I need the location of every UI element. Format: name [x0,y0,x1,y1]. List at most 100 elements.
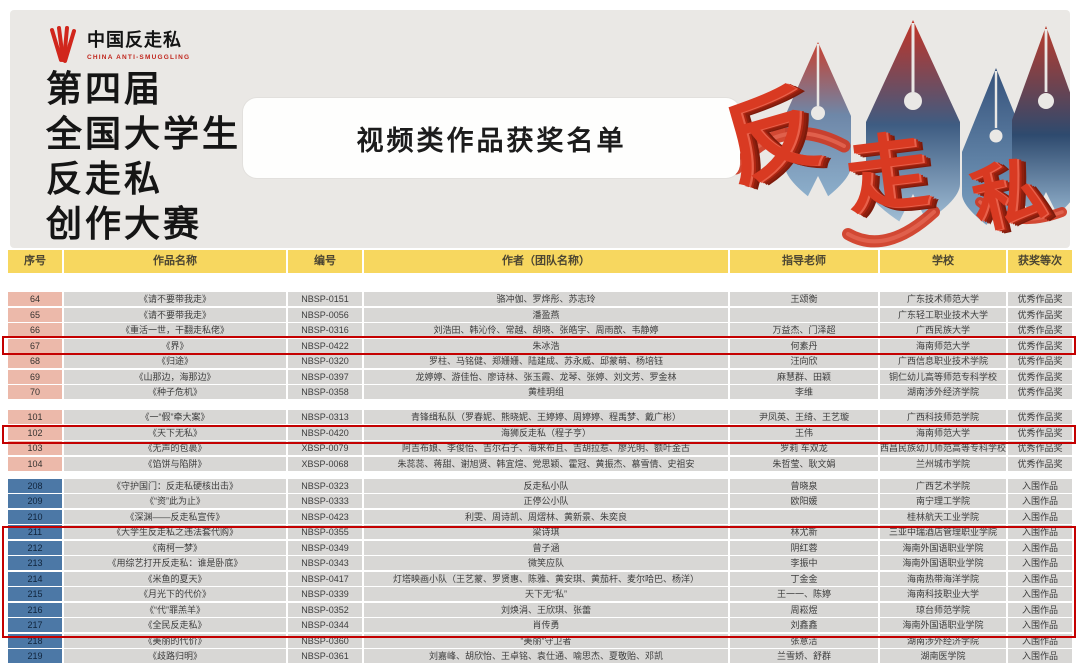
authors: 海狮反走私（程子亨） [364,425,728,440]
table-row: 214 《米鱼的夏天》 NBSP-0417 灯塔映画小队（王艺蒙、罗贤惠、陈雅、… [8,571,1072,586]
work-title: 《米鱼的夏天》 [64,571,286,586]
award-table: 序号 作品名称 编号 作者（团队名称） 指导老师 学校 获奖等次 64 《请不要… [8,250,1072,665]
work-code: NBSP-0056 [288,307,362,322]
advisor: 李维 [730,385,878,399]
work-title: 《天下无私》 [64,425,286,440]
award-level: 优秀作品奖 [1008,369,1072,384]
school: 琼台师范学院 [880,602,1006,617]
work-code: NBSP-0352 [288,602,362,617]
advisor: 欧阳媛 [730,494,878,508]
title-line-1: 第四届 [46,68,164,109]
advisor: 尹凤英、王绮、王艺璇 [730,410,878,424]
table-row: 219 《歧路归明》 NBSP-0361 刘嘉峰、胡欣怡、王卓铭、袁仕通、喻思杰… [8,649,1072,663]
ribbon-swoosh [729,126,1067,248]
award-level: 入围作品 [1008,540,1072,555]
work-code: NBSP-0316 [288,323,362,337]
table-group-excellent-1: 64 《请不要带我走》 NBSP-0151 骆冲伽、罗烨彤、苏志玲 王颂衡 广东… [8,292,1072,399]
work-code: NBSP-0355 [288,525,362,539]
table-row: 102 《天下无私》 NBSP-0420 海狮反走私（程子亨） 王伟 海南师范大… [8,425,1072,440]
authors: 刘浩田、韩沁伶、常越、胡晓、张皓宇、周雨歆、韦静婷 [364,323,728,337]
school: 广西民族大学 [880,323,1006,337]
title-line-3: 反走私 [46,158,164,199]
award-level: 优秀作品奖 [1008,441,1072,455]
authors: 潘盈燕 [364,307,728,322]
school: 海南热带海洋学院 [880,571,1006,586]
school: 海南科技职业大学 [880,587,1006,601]
advisor: 林尤新 [730,525,878,539]
authors: 阿吉布娘、李俊怡、吉尔石子、海来布且、吉胡拉惹、廖光明、额叶金古 [364,441,728,455]
advisor: 李振中 [730,556,878,570]
authors: 刘嘉峰、胡欣怡、王卓铭、袁仕通、喻思杰、夏敬贻、邓凯 [364,649,728,663]
row-number: 213 [8,556,62,570]
table-row: 218 《美丽的代价》 NBSP-0360 “美丽”守卫者 张意洁 湖南涉外经济… [8,633,1072,648]
school: 湖南医学院 [880,649,1006,663]
award-level: 优秀作品奖 [1008,456,1072,471]
work-title: 《请不要带我走》 [64,307,286,322]
authors: 曾子涵 [364,540,728,555]
advisor: 王伟 [730,425,878,440]
row-number: 216 [8,602,62,617]
work-code: NBSP-0360 [288,633,362,648]
advisor: 罗莉 车双龙 [730,441,878,455]
list-title-banner: 视频类作品获奖名单 [243,98,740,178]
advisor: 朱哲莹、耿文娟 [730,456,878,471]
award-level: 优秀作品奖 [1008,323,1072,337]
advisor: 万益杰、门泽超 [730,323,878,337]
work-title: 《界》 [64,338,286,353]
work-title: 《“资”此为止》 [64,494,286,508]
work-title: 《歧路归明》 [64,649,286,663]
work-code: NBSP-0333 [288,494,362,508]
work-title: 《馅饼与陷阱》 [64,456,286,471]
school: 南宁理工学院 [880,494,1006,508]
award-level: 优秀作品奖 [1008,385,1072,399]
work-title: 《全民反走私》 [64,618,286,632]
work-code: NBSP-0313 [288,410,362,424]
school: 铜仁幼儿高等师范专科学校 [880,369,1006,384]
column-header: 指导老师 [730,250,878,273]
school: 湖南涉外经济学院 [880,633,1006,648]
table-row: 101 《一“假”牵大案》 NBSP-0313 青锋缉私队（罗春妮、熊晓妮、王婷… [8,410,1072,424]
advisor: 阴红蓉 [730,540,878,555]
work-code: XBSP-0079 [288,441,362,455]
column-header: 作者（团队名称） [364,250,728,273]
table-row: 209 《“资”此为止》 NBSP-0333 正停公小队 欧阳媛 南宁理工学院 … [8,494,1072,508]
authors: 朱冰浩 [364,338,728,353]
authors: 灯塔映画小队（王艺蒙、罗贤惠、陈雅、黄安琪、黄茄杆、麦尔哈巴、杨洋） [364,571,728,586]
column-header: 编号 [288,250,362,273]
pen-nib-decoration [729,20,1070,248]
authors: 天下无“私” [364,587,728,601]
pen-nib-icon [962,68,1030,232]
school: 桂林航天工业学院 [880,509,1006,524]
column-header: 序号 [8,250,62,273]
row-number: 215 [8,587,62,601]
title-line-4: 创作大赛 [46,203,203,244]
authors: 利雯、周诗凯、周熠林、黄新景、朱奕良 [364,509,728,524]
row-number: 212 [8,540,62,555]
school: 兰州城市学院 [880,456,1006,471]
row-number: 208 [8,478,62,493]
table-row: 210 《深渊——反走私宣传》 NBSP-0423 利雯、周诗凯、周熠林、黄新景… [8,509,1072,524]
row-number: 66 [8,323,62,337]
award-level: 优秀作品奖 [1008,307,1072,322]
work-title: 《无声的包裹》 [64,441,286,455]
table-row: 70 《种子危机》 NBSP-0358 黄桂玥组 李维 湖南涉外经济学院 优秀作… [8,385,1072,399]
table-row: 103 《无声的包裹》 XBSP-0079 阿吉布娘、李俊怡、吉尔石子、海来布且… [8,441,1072,455]
work-code: NBSP-0420 [288,425,362,440]
title-line-2: 全国大学生 [46,113,242,154]
list-title: 视频类作品获奖名单 [356,125,627,156]
row-number: 211 [8,525,62,539]
row-number: 101 [8,410,62,424]
authors: 龙婷婷、游佳怡、廖诗林、张玉霞、龙琴、张婷、刘文芳、罗金林 [364,369,728,384]
table-row: 208 《守护国门：反走私硬核出击》 NBSP-0323 反走私小队 曾晓泉 广… [8,478,1072,493]
work-title: 《“代”罪羔羊》 [64,602,286,617]
row-number: 64 [8,292,62,306]
school: 湖南涉外经济学院 [880,385,1006,399]
row-number: 210 [8,509,62,524]
row-number: 219 [8,649,62,663]
school: 海南师范大学 [880,425,1006,440]
work-code: NBSP-0358 [288,385,362,399]
advisor: 汪向欣 [730,354,878,368]
row-number: 68 [8,354,62,368]
advisor: 曾晓泉 [730,478,878,493]
school: 海南外国语职业学院 [880,618,1006,632]
